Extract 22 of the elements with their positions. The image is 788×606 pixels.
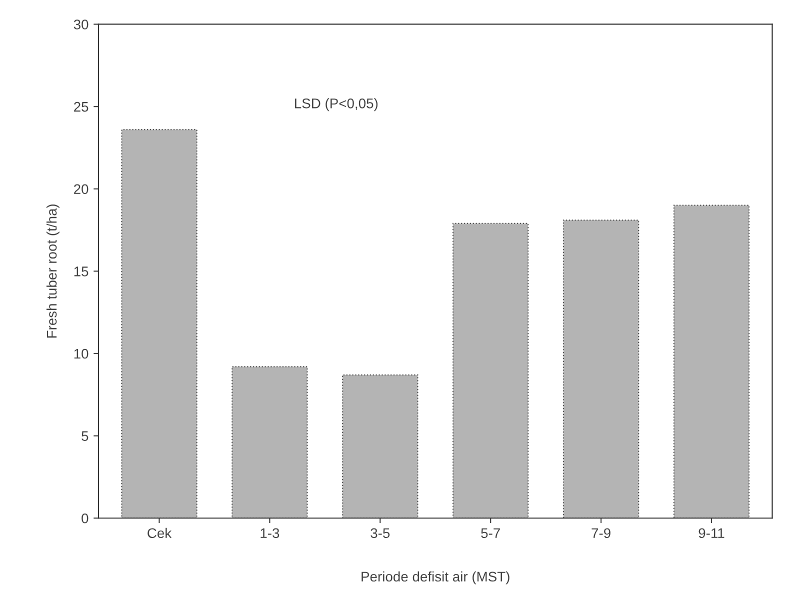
x-tick-label: 1-3 — [260, 528, 280, 538]
y-tick-label: 25 — [74, 102, 88, 112]
x-tick-label: Cek — [148, 528, 172, 538]
y-tick-label: 20 — [74, 184, 88, 194]
x-tick-label: 9-11 — [698, 528, 724, 538]
bar — [673, 204, 750, 518]
x-tick-label: 7-9 — [592, 528, 610, 538]
y-tick-label: 0 — [82, 513, 88, 524]
bar — [452, 222, 529, 518]
annotation: LSD (P<0,05) — [295, 98, 378, 112]
y-tick-label: 30 — [74, 20, 88, 30]
x-tick-label: 5-7 — [481, 528, 500, 538]
y-tick-label: 10 — [74, 348, 88, 359]
bar — [342, 374, 418, 518]
x-tick-label: 3-5 — [370, 528, 390, 538]
bar — [562, 220, 640, 518]
bar — [232, 366, 308, 518]
x-axis-title: Periode defisit air (MST) — [362, 571, 510, 584]
y-tick-label: 5 — [82, 431, 88, 441]
y-axis-title: Fresh tuber root (t/ha) — [46, 204, 60, 338]
bar — [121, 129, 198, 518]
y-tick-label: 15 — [74, 266, 88, 276]
